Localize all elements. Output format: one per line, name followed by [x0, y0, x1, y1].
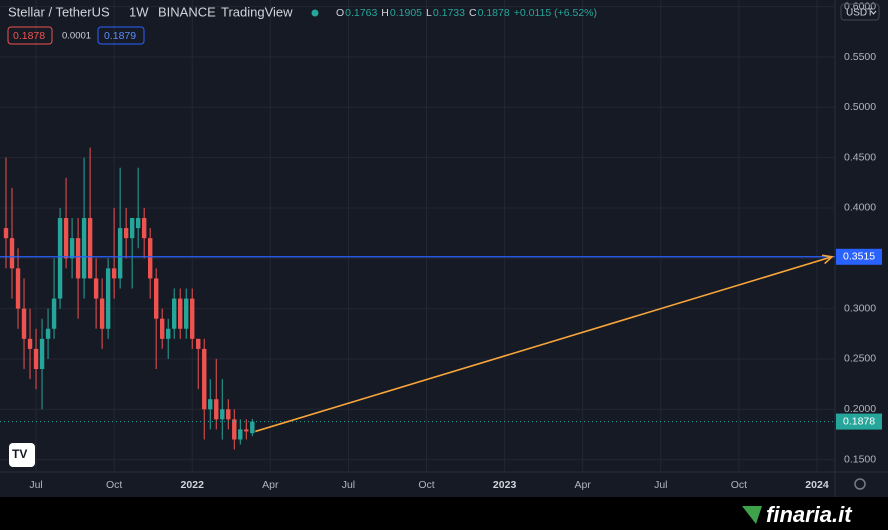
- candle-body: [105, 268, 111, 329]
- candle-body: [208, 399, 213, 410]
- dropdown-icon[interactable]: [870, 10, 877, 15]
- source: TradingView: [221, 4, 293, 19]
- candle-body: [87, 218, 93, 279]
- y-tick-label: 0.2000: [844, 403, 876, 415]
- candle-body: [111, 268, 117, 279]
- candle-body: [220, 409, 225, 420]
- candle-body: [135, 218, 141, 229]
- brand: finaria.it: [766, 502, 853, 527]
- ohlc-value: 0.1878: [478, 7, 510, 19]
- svg-text:TV: TV: [12, 447, 27, 461]
- ohlc-value: 0.1905: [390, 7, 422, 19]
- spread: 0.0001: [62, 31, 91, 42]
- candle-body: [45, 328, 51, 339]
- candle-body: [27, 338, 33, 349]
- x-tick-label: Oct: [106, 479, 122, 491]
- candle-body: [99, 298, 105, 329]
- candle-body: [147, 238, 153, 279]
- ohlc-key: O: [336, 7, 344, 19]
- x-tick-label: Jul: [654, 479, 667, 491]
- x-tick-label: 2023: [493, 479, 517, 491]
- candle-body: [172, 298, 177, 329]
- x-tick-label: Oct: [418, 479, 434, 491]
- ohlc-value: 0.1733: [433, 7, 465, 19]
- candle-body: [3, 228, 9, 239]
- candle-body: [81, 218, 87, 279]
- y-tick-label: 0.2500: [844, 353, 876, 365]
- settings-icon[interactable]: [854, 478, 866, 490]
- x-tick-label: Apr: [575, 479, 592, 491]
- buy-price: 0.1879: [104, 30, 136, 42]
- x-tick-label: 2024: [805, 479, 829, 491]
- candle-body: [33, 348, 39, 370]
- candle-body: [178, 298, 183, 329]
- sell-price: 0.1878: [13, 30, 45, 42]
- x-tick-label: 2022: [181, 479, 205, 491]
- exchange: BINANCE: [158, 4, 216, 19]
- y-tick-label: 0.3000: [844, 302, 876, 314]
- y-tick-label: 0.4000: [844, 202, 876, 214]
- footer: [0, 497, 888, 530]
- candle-body: [9, 238, 15, 269]
- candle-body: [129, 218, 135, 239]
- level-tag-label: 0.3515: [843, 251, 875, 263]
- change: +0.0115 (+6.52%): [514, 7, 597, 19]
- candle-body: [196, 338, 201, 349]
- buy-box[interactable]: [97, 26, 145, 45]
- candle-body: [214, 399, 219, 420]
- x-tick-label: Apr: [262, 479, 279, 491]
- x-tick-label: Oct: [731, 479, 747, 491]
- candle-body: [21, 308, 27, 339]
- candle-body: [123, 228, 129, 239]
- candle-body: [159, 318, 165, 339]
- candle-body: [15, 268, 21, 309]
- brand-logo: [742, 506, 762, 524]
- y-tick-label: 0.4500: [844, 151, 876, 163]
- candle-body: [93, 278, 99, 299]
- currency-box[interactable]: [840, 3, 880, 21]
- candle-body: [69, 238, 75, 259]
- candle-body: [190, 298, 195, 339]
- x-tick-label: Jul: [342, 479, 355, 491]
- y-tick-label: 0.1500: [844, 453, 876, 465]
- level-tag: [836, 248, 882, 265]
- candle-body: [250, 421, 255, 434]
- ohlc-value: 0.1763: [345, 7, 377, 19]
- candle-body: [75, 238, 81, 279]
- candle-body: [184, 298, 189, 329]
- candle-body: [238, 429, 243, 440]
- ohlc-key: H: [381, 7, 389, 19]
- currency[interactable]: USDT: [846, 8, 873, 19]
- candle-body: [117, 228, 123, 279]
- header: Stellar / TetherUS 1W BINANCE TradingVie…: [8, 4, 597, 19]
- price-tag-label: 0.1878: [843, 415, 875, 427]
- y-tick-label: 0.6000: [844, 0, 876, 12]
- candle-body: [63, 218, 69, 259]
- sell-box[interactable]: [7, 26, 53, 45]
- candle-body: [51, 298, 57, 329]
- ohlc-key: L: [426, 7, 432, 19]
- y-tick-label: 0.5500: [844, 51, 876, 63]
- arrow-head: [821, 254, 834, 265]
- candle-body: [226, 409, 231, 420]
- background: [0, 0, 888, 497]
- x-tick-label: Jul: [29, 479, 42, 491]
- tv-logo: TV: [9, 443, 35, 467]
- arrow: [255, 256, 833, 433]
- candle-body: [57, 218, 63, 299]
- status-dot: [311, 9, 319, 17]
- candle-body: [166, 328, 171, 339]
- ohlc-key: C: [469, 7, 477, 19]
- y-tick-label: 0.5000: [844, 101, 876, 113]
- symbol: Stellar / TetherUS: [8, 4, 110, 19]
- candle-body: [232, 419, 237, 440]
- interval: 1W: [129, 4, 149, 19]
- candle-body: [153, 278, 159, 319]
- price-tag: [836, 413, 882, 430]
- candle-body: [202, 348, 207, 410]
- candle-body: [39, 338, 45, 370]
- candle-body: [141, 218, 147, 239]
- candle-body: [244, 429, 249, 432]
